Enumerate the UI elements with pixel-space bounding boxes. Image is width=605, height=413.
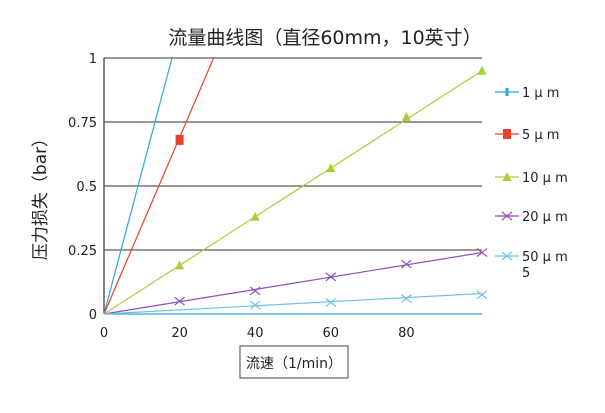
legend: 1 μ m 5 μ m 10 μ m 20 μ m 50 μ m5 <box>495 86 568 281</box>
legend-label-5: 50 μ m <box>522 250 568 265</box>
series-lines <box>103 57 483 315</box>
legend-label-4: 20 μ m <box>522 210 568 225</box>
y-tick-label: 1 <box>89 52 97 67</box>
legend-marker-1 <box>505 88 509 96</box>
series-line-2 <box>103 57 215 315</box>
data-point-s4-4 <box>401 259 412 269</box>
y-axis-ticks: 0 0.25 0.5 0.75 1 <box>68 52 97 323</box>
y-tick-label: 0.5 <box>76 180 97 195</box>
x-axis-ticks: 0 20 40 60 80 <box>100 326 415 341</box>
legend-marker-5 <box>501 251 513 261</box>
legend-label-5: 5 <box>522 266 530 281</box>
data-point-s5-4 <box>476 290 488 300</box>
legend-marker-4 <box>501 211 513 221</box>
data-point-s5-1 <box>249 300 261 310</box>
series-line-5 <box>103 292 483 315</box>
series-line-1 <box>103 57 173 315</box>
x-axis-label: 流速（1/min） <box>246 356 342 372</box>
y-tick-label: 0 <box>89 308 97 323</box>
legend-marker-2 <box>503 129 511 139</box>
x-tick-label: 60 <box>323 326 340 341</box>
series-line-3 <box>103 70 483 315</box>
legend-marker-3 <box>502 172 512 181</box>
y-axis-label: 压力损失（bar） <box>31 130 51 260</box>
series-points <box>174 65 488 310</box>
x-tick-label: 20 <box>171 326 188 341</box>
data-point-s4-1 <box>174 296 185 306</box>
y-tick-label: 0.75 <box>68 116 97 131</box>
data-point-s3-5 <box>477 65 487 75</box>
data-point-s4-5 <box>476 248 488 258</box>
y-tick-label: 0.25 <box>68 244 97 259</box>
data-point-s3-1 <box>175 260 185 270</box>
data-point-s2-1 <box>175 134 184 145</box>
x-tick-label: 0 <box>100 326 108 341</box>
x-tick-label: 80 <box>398 326 415 341</box>
legend-label-3: 10 μ m <box>522 171 568 186</box>
data-point-s3-2 <box>250 211 260 221</box>
data-point-s4-3 <box>325 272 337 282</box>
data-point-s5-2 <box>325 298 337 307</box>
series-line-4 <box>103 251 483 315</box>
data-point-s3-3 <box>326 163 336 173</box>
x-axis-label-box <box>239 345 349 379</box>
data-point-s4-2 <box>249 286 261 296</box>
x-tick-label: 40 <box>247 326 264 341</box>
legend-label-2: 5 μ m <box>522 128 559 143</box>
data-point-s5-3 <box>401 294 412 304</box>
legend-label-1: 1 μ m <box>522 86 559 101</box>
chart-title: 流量曲线图（直径60mm，10英寸） <box>168 27 481 49</box>
data-point-s3-4 <box>401 111 411 121</box>
grid-lines <box>104 57 482 251</box>
